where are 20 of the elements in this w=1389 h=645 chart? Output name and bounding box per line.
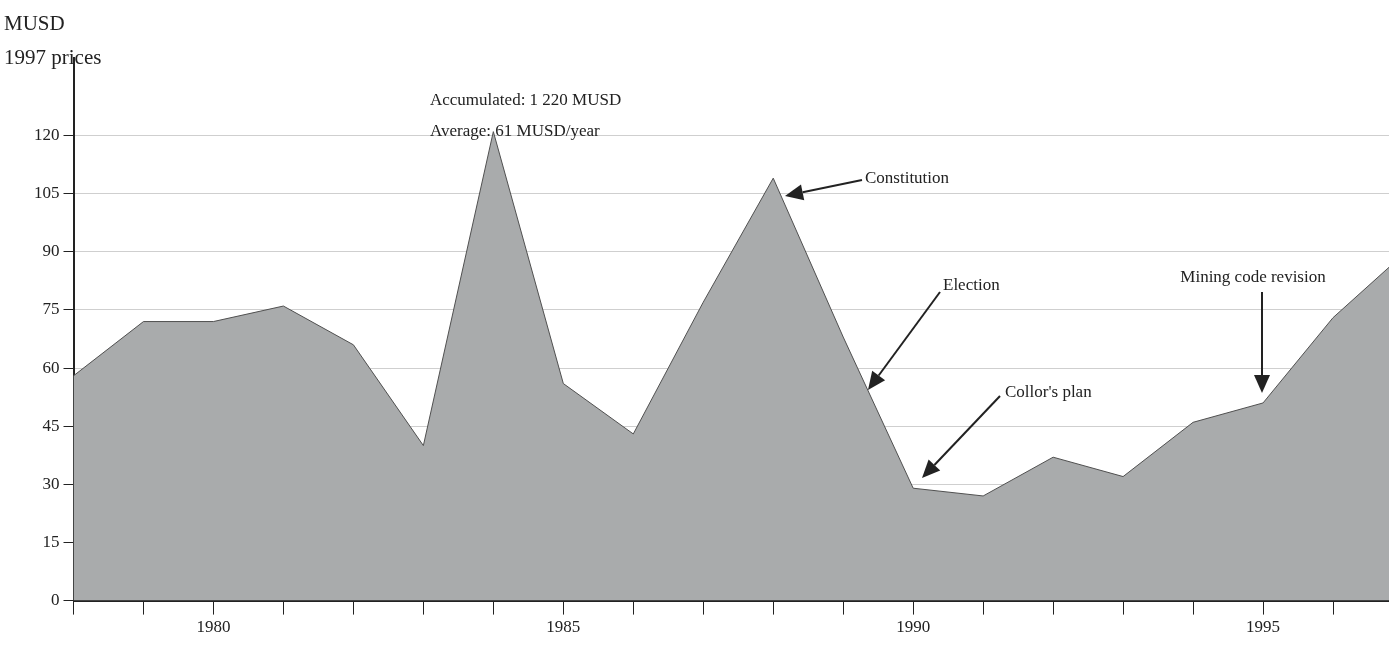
- y-tick-label: 75: [42, 299, 60, 319]
- annotation: Election: [943, 275, 1000, 295]
- y-tick-label: 105: [34, 183, 60, 203]
- annotation: Collor's plan: [1005, 382, 1092, 402]
- annotation: Constitution: [865, 168, 950, 188]
- x-tick-label: 1990: [896, 617, 931, 637]
- y-tick-label: 90: [42, 241, 60, 261]
- y-tick-label: 120: [34, 124, 60, 144]
- x-tick-label: 1980: [196, 617, 231, 637]
- y-tick-label: 30: [42, 473, 60, 493]
- annotation: Mining code revision: [1180, 267, 1326, 287]
- x-tick-label: 1985: [546, 617, 581, 637]
- annotation: Average: 61 MUSD/year: [430, 121, 600, 141]
- y-tick-label: 60: [42, 357, 60, 377]
- y-axis-title: MUSD 1997 prices: [4, 10, 102, 71]
- x-tick-label: 1995: [1246, 617, 1281, 637]
- y-tick-label: 0: [51, 590, 60, 610]
- y-tick-label: 15: [42, 531, 60, 551]
- y-tick-label: 45: [42, 415, 60, 435]
- annotation: Accumulated: 1 220 MUSD: [430, 90, 622, 110]
